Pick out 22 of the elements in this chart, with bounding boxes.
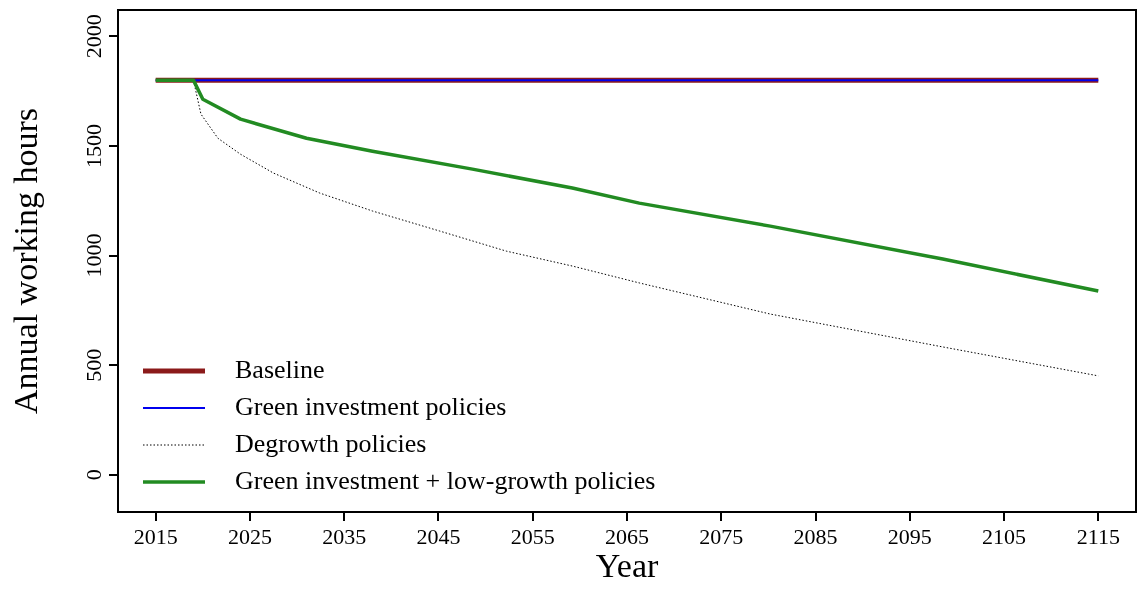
x-tick-label: 2085 (793, 523, 838, 549)
y-tick-label: 0 (80, 469, 106, 481)
y-tick-label: 2000 (80, 14, 106, 59)
x-tick-label: 2115 (1076, 523, 1120, 549)
y-tick-label: 1000 (80, 233, 106, 278)
x-tick-label: 2035 (322, 523, 367, 549)
x-tick-label: 2055 (510, 523, 555, 549)
x-tick-label: 2095 (887, 523, 932, 549)
legend-label: Green investment policies (235, 391, 507, 421)
x-tick-label: 2045 (416, 523, 461, 549)
y-axis-title: Annual working hours (7, 108, 45, 414)
y-tick-label: 500 (80, 348, 106, 382)
x-tick-label: 2025 (227, 523, 272, 549)
x-tick-label: 2015 (133, 523, 178, 549)
y-tick-label: 1500 (80, 123, 106, 168)
x-tick-label: 2105 (982, 523, 1027, 549)
x-tick-label: 2065 (605, 523, 649, 549)
legend-label: Baseline (235, 354, 325, 384)
legend-label: Green investment + low-growth policies (235, 465, 656, 495)
x-tick-label: 2075 (699, 523, 744, 549)
x-axis-title: Year (595, 546, 659, 584)
legend-label: Degrowth policies (235, 428, 427, 458)
